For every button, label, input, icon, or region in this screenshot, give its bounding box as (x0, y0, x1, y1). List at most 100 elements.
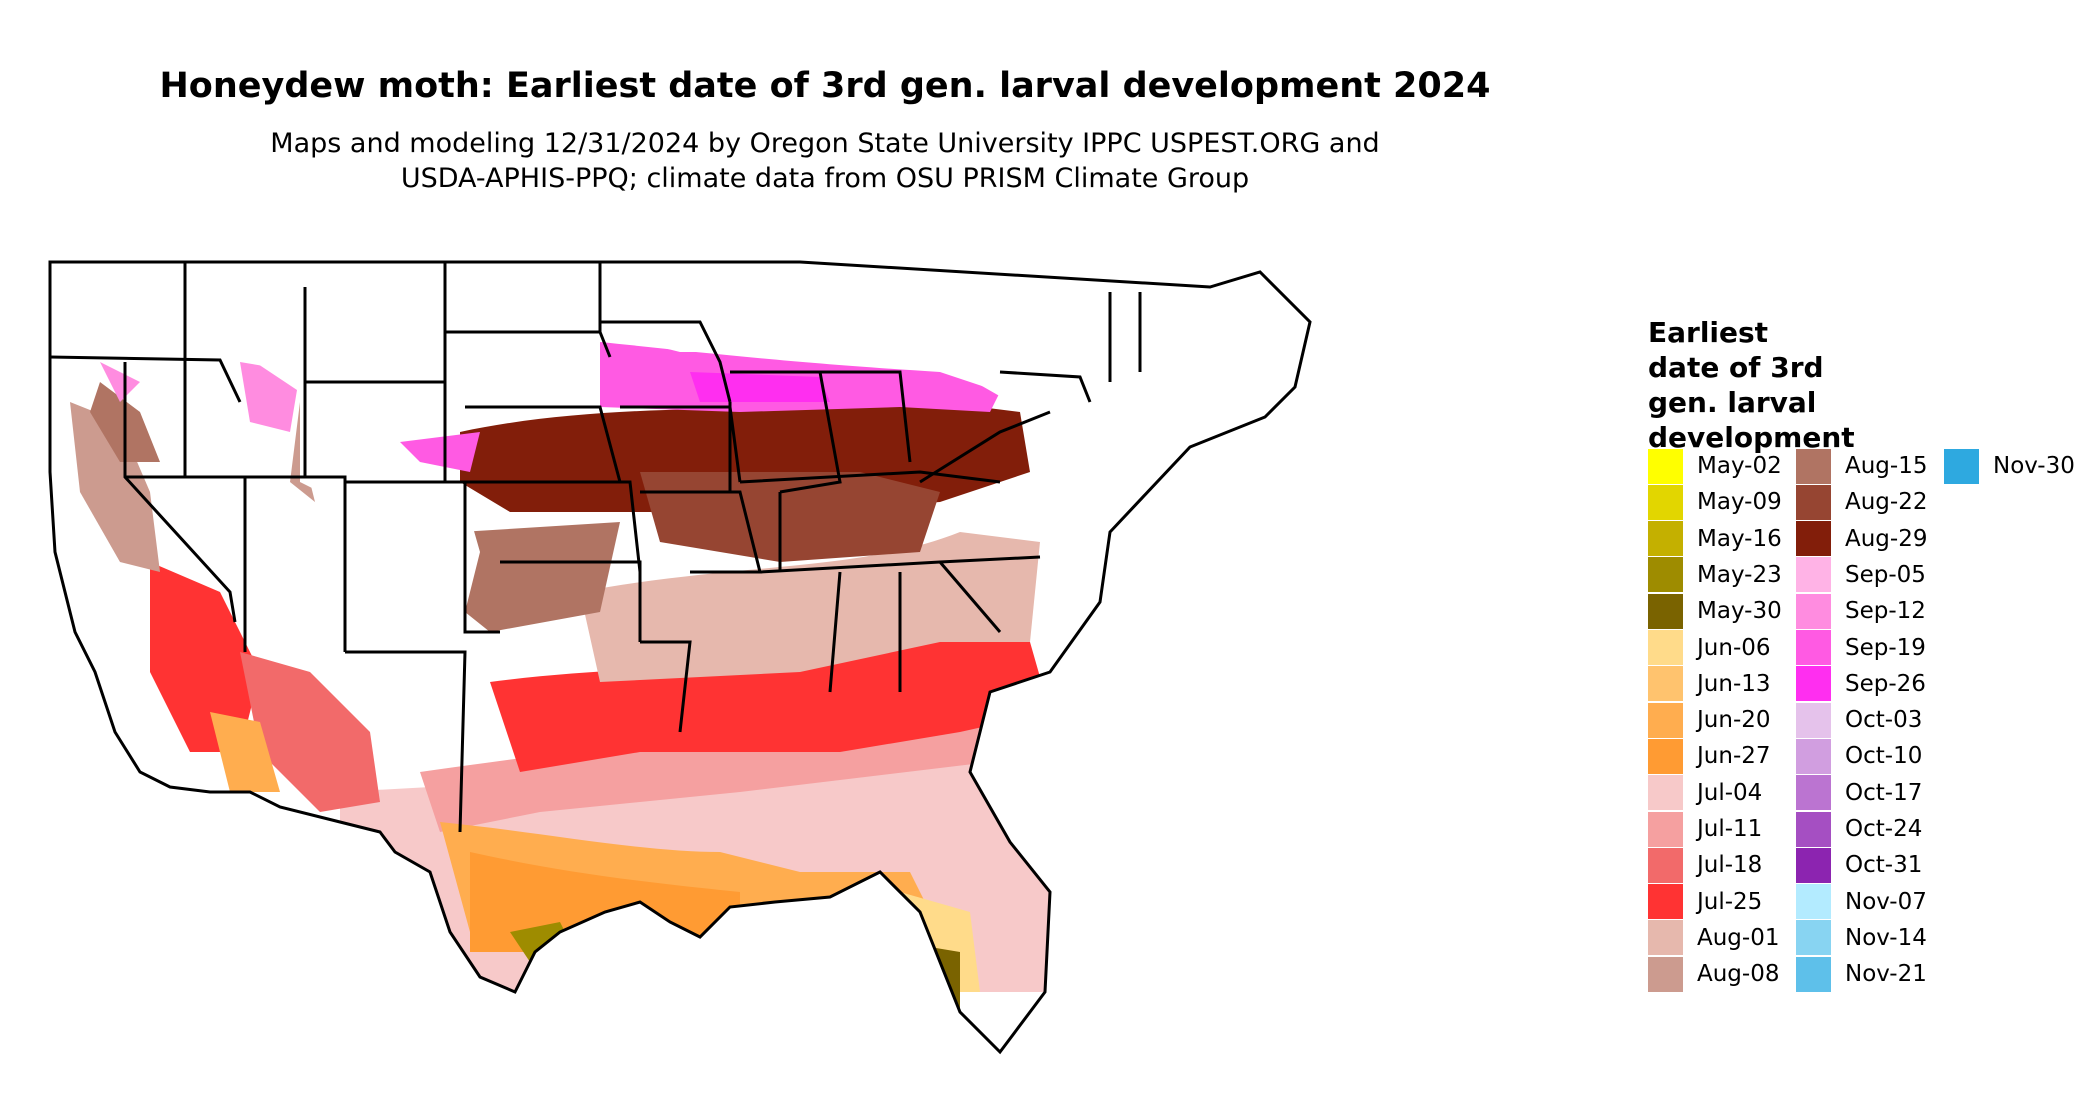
legend-label: Oct-31 (1845, 852, 1923, 879)
subtitle-line-1: Maps and modeling 12/31/2024 by Oregon S… (270, 128, 1380, 159)
legend-swatch (1796, 956, 1831, 992)
legend-item: Jun-13 (1648, 666, 1771, 702)
legend-label: Aug-08 (1697, 961, 1780, 988)
legend-label: Jun-13 (1697, 670, 1771, 697)
legend-swatch (1648, 920, 1683, 956)
legend-label: Jun-27 (1697, 743, 1771, 770)
legend-label: Jul-04 (1697, 779, 1763, 806)
legend-label: Sep-05 (1845, 561, 1926, 588)
state-boundaries (48, 260, 1312, 1055)
legend-label: Sep-12 (1845, 598, 1926, 625)
legend-swatch (1648, 593, 1683, 629)
legend-title: Earliest date of 3rd gen. larval develop… (1648, 315, 1855, 455)
legend-item: Jun-27 (1648, 738, 1771, 774)
legend-swatch (1648, 702, 1683, 738)
legend-swatch (1648, 521, 1683, 557)
legend-swatch (1648, 847, 1683, 883)
legend-item: Jul-18 (1648, 847, 1762, 883)
legend-label: Jul-11 (1697, 816, 1763, 842)
legend-swatch (1648, 775, 1683, 811)
us-map (48, 260, 1312, 1055)
legend-swatch (1796, 702, 1831, 738)
legend-swatch (1648, 484, 1683, 520)
legend-label: Jun-20 (1697, 707, 1771, 734)
subtitle-line-2: USDA-APHIS-PPQ; climate data from OSU PR… (400, 163, 1250, 194)
legend-item: Oct-10 (1796, 738, 1922, 774)
legend-label: Nov-21 (1845, 961, 1927, 988)
legend-item: Jul-25 (1648, 884, 1762, 920)
legend-swatch (1648, 811, 1683, 847)
legend-title-line: date of 3rd (1648, 351, 1824, 384)
legend-label: Nov-14 (1845, 924, 1927, 951)
legend-swatch (1648, 738, 1683, 774)
legend-item: Jul-11 (1648, 811, 1762, 847)
legend-item: Oct-17 (1796, 775, 1922, 811)
legend-item: Sep-05 (1796, 557, 1926, 593)
legend-label: Jun-06 (1697, 634, 1771, 661)
legend-item: May-02 (1648, 448, 1782, 484)
legend-label: May-30 (1697, 598, 1782, 625)
legend-swatch (1796, 593, 1831, 629)
legend-swatch (1796, 630, 1831, 665)
legend-swatch (1648, 557, 1683, 593)
legend-swatch (1944, 448, 1979, 484)
legend-item: Aug-08 (1648, 956, 1779, 992)
legend-label: Aug-01 (1697, 924, 1780, 951)
legend-label: May-09 (1697, 489, 1782, 516)
legend-swatch (1796, 847, 1831, 883)
legend-label: Nov-30 (1993, 453, 2075, 479)
legend-swatch (1796, 738, 1831, 774)
legend-item: Nov-21 (1796, 956, 1927, 992)
legend-swatch (1796, 884, 1831, 920)
no-development-area (50, 262, 1310, 652)
legend-item: May-09 (1648, 484, 1782, 520)
legend-label: Oct-10 (1845, 743, 1923, 770)
legend-item: Aug-15 (1796, 448, 1927, 484)
legend-item: Nov-07 (1796, 884, 1927, 920)
legend-label: Sep-19 (1845, 634, 1926, 661)
legend-label: Aug-15 (1845, 453, 1928, 479)
legend-item: Aug-22 (1796, 484, 1927, 520)
legend-item: Jun-20 (1648, 702, 1771, 738)
legend-label: May-23 (1697, 561, 1782, 588)
legend-item: Oct-03 (1796, 702, 1922, 738)
legend-swatch (1796, 775, 1831, 811)
legend-swatch (1796, 448, 1831, 484)
legend-swatch (1796, 811, 1831, 847)
legend-item: Jul-04 (1648, 775, 1762, 811)
legend-item: Nov-30 (1944, 448, 2075, 484)
legend-label: Oct-03 (1845, 707, 1923, 734)
legend-label: May-16 (1697, 525, 1782, 552)
legend-label: May-02 (1697, 453, 1782, 479)
legend-item: Sep-12 (1796, 593, 1926, 629)
legend-label: Jul-25 (1697, 888, 1763, 915)
legend-item: May-23 (1648, 557, 1782, 593)
legend-swatch (1796, 521, 1831, 557)
legend-label: Oct-17 (1845, 779, 1923, 806)
legend-item: May-30 (1648, 593, 1782, 629)
legend-swatch (1796, 920, 1831, 956)
legend-swatch (1648, 956, 1683, 992)
map-title: Honeydew moth: Earliest date of 3rd gen.… (159, 66, 1491, 106)
legend-label: Oct-24 (1845, 816, 1923, 842)
legend-item: Jun-06 (1648, 630, 1771, 666)
legend-label: Aug-22 (1845, 489, 1928, 516)
legend-swatch (1796, 484, 1831, 520)
legend-swatch (1648, 884, 1683, 920)
legend-swatch (1796, 557, 1831, 593)
legend-title-line: gen. larval (1648, 386, 1817, 419)
legend-title-line: Earliest (1648, 316, 1769, 349)
legend-swatch (1648, 666, 1683, 702)
climate-raster (70, 342, 1060, 1052)
legend-item: Sep-26 (1796, 666, 1926, 702)
legend-label: Sep-26 (1845, 670, 1926, 697)
legend-item: Oct-24 (1796, 811, 1922, 847)
legend-item: Oct-31 (1796, 847, 1922, 883)
legend-label: Aug-29 (1845, 525, 1928, 552)
legend-item: Aug-29 (1796, 521, 1927, 557)
legend-item: Nov-14 (1796, 920, 1927, 956)
legend-label: Jul-18 (1697, 852, 1763, 879)
legend-label: Nov-07 (1845, 888, 1927, 915)
legend-item: Sep-19 (1796, 630, 1926, 666)
legend-swatch (1648, 448, 1683, 484)
